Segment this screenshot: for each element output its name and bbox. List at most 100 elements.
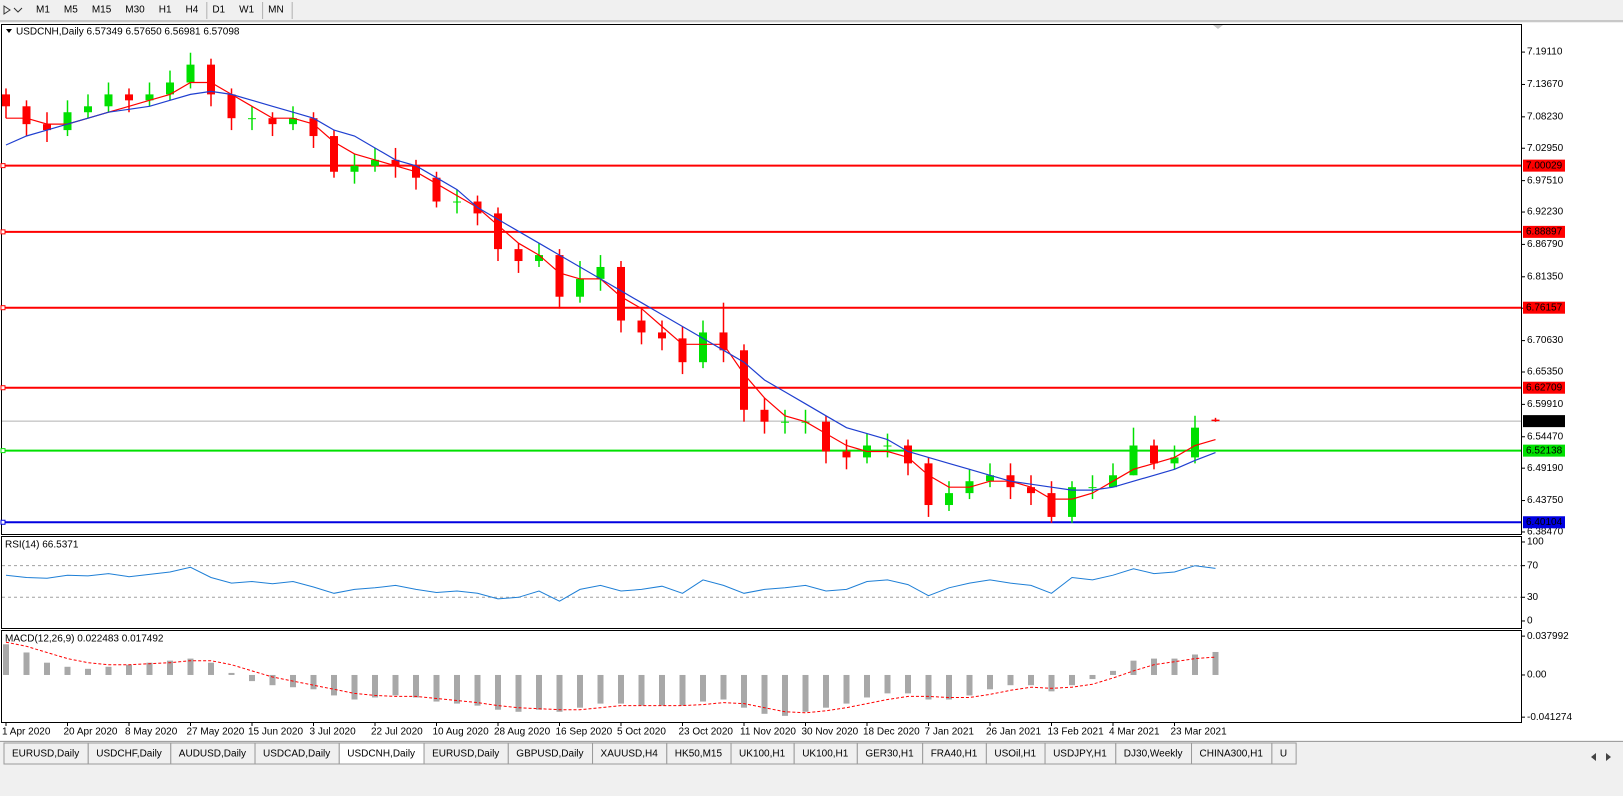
level-label: 7.00029 (1526, 160, 1563, 171)
y-tick-label: 7.02950 (1527, 143, 1564, 154)
candle-body (1047, 493, 1056, 517)
macd-bar (372, 674, 378, 698)
toolbar-icon[interactable] (3, 5, 23, 15)
y-tick-label: 30 (1527, 592, 1539, 603)
macd-bar (433, 674, 440, 702)
macd-bar (64, 666, 71, 675)
candle-body (760, 409, 769, 422)
candle-body (350, 165, 359, 172)
tab-label[interactable]: DJ30,Weekly (1124, 749, 1183, 760)
timeframe-button[interactable]: MN (268, 5, 284, 16)
tab-label[interactable]: UK100,H1 (802, 749, 849, 760)
x-tick-label: 18 Dec 2020 (863, 727, 920, 738)
candle-body (945, 493, 953, 506)
tab-label[interactable]: USDCAD,Daily (263, 749, 330, 760)
macd-bar (167, 660, 173, 675)
tab-label[interactable]: USDCHF,Daily (96, 749, 162, 760)
level-label-box (1523, 381, 1565, 394)
candle-body (1027, 487, 1035, 494)
macd-bar (987, 674, 993, 690)
x-tick-label: 3 Jul 2020 (310, 727, 357, 738)
tab-label[interactable]: U (1280, 749, 1287, 760)
level-label: 6.40104 (1526, 517, 1563, 528)
tab-label[interactable]: CHINA300,H1 (1200, 749, 1264, 760)
candle-body (822, 421, 830, 452)
tab-label[interactable]: USOil,H1 (994, 749, 1036, 760)
candle-body (330, 136, 338, 172)
level-handle[interactable] (0, 229, 6, 235)
macd-bar (741, 674, 747, 708)
macd-bar (1089, 674, 1096, 680)
timeframe-button[interactable]: M30 (125, 5, 145, 16)
tab[interactable] (1271, 742, 1297, 765)
candle-body (268, 118, 277, 125)
tab-scroll[interactable] (1591, 753, 1611, 761)
y-tick-label: 6.59910 (1527, 399, 1564, 410)
tab-label[interactable]: AUDUSD,Daily (179, 749, 246, 760)
macd-bar (1151, 658, 1157, 675)
candle-body (576, 278, 584, 297)
macd-bar (1130, 660, 1137, 675)
timeframe-button[interactable]: M5 (64, 5, 78, 16)
y-tick-label: 6.97510 (1527, 175, 1564, 186)
level-handle[interactable] (0, 305, 6, 311)
macd-bar (843, 674, 850, 704)
tab-label[interactable]: EURUSD,Daily (12, 749, 79, 760)
level-handle[interactable] (0, 163, 6, 169)
level-handle[interactable] (0, 519, 6, 525)
x-tick-label: 20 Apr 2020 (64, 727, 118, 738)
macd-bar (1028, 674, 1034, 686)
macd-bar (351, 674, 358, 700)
level-handle[interactable] (0, 385, 6, 391)
tab-label[interactable]: HK50,M15 (675, 749, 723, 760)
chart-title: USDCNH,Daily 6.57349 6.57650 6.56981 6.5… (16, 27, 240, 38)
candle-body (1150, 445, 1158, 464)
macd-bar (413, 674, 419, 698)
candle-body (494, 213, 502, 250)
macd-bar (269, 674, 276, 686)
candle-body (1068, 487, 1076, 517)
macd-bar (1110, 670, 1116, 675)
candle-body (371, 159, 379, 166)
x-tick-label: 16 Sep 2020 (556, 727, 613, 738)
timeframe-button[interactable]: M15 (92, 5, 112, 16)
x-tick-label: 1 Apr 2020 (2, 727, 51, 738)
level-handle[interactable] (0, 448, 6, 454)
tab-label[interactable]: USDCNH,Daily (347, 749, 415, 760)
candle-body (84, 106, 92, 113)
timeframe-button[interactable]: H4 (186, 5, 199, 16)
tab-label[interactable]: XAUUSD,H4 (601, 749, 659, 760)
macd-bar (187, 658, 194, 675)
candle-body (678, 338, 687, 363)
y-tick-label: 7.13670 (1527, 79, 1564, 90)
candle-body (166, 82, 174, 95)
tab-label[interactable]: USDJPY,H1 (1053, 749, 1107, 760)
macd-bar (126, 664, 132, 675)
candle-body (145, 94, 154, 101)
candle-body (227, 94, 236, 119)
timeframe-button[interactable]: M1 (36, 5, 50, 16)
tab-label[interactable]: FRA40,H1 (931, 749, 978, 760)
panel-title: RSI(14) 66.5371 (5, 540, 79, 551)
timeframe-button[interactable]: D1 (212, 5, 225, 16)
macd-bar (925, 674, 932, 700)
y-tick-label: 7.08230 (1527, 111, 1564, 122)
macd-bar (782, 674, 788, 716)
x-tick-label: 10 Aug 2020 (433, 727, 490, 738)
tab-label[interactable]: EURUSD,Daily (432, 749, 499, 760)
macd-bar (228, 672, 235, 675)
candle-body (1088, 487, 1097, 489)
tab-label[interactable]: GER30,H1 (865, 749, 914, 760)
candle-body (1211, 419, 1220, 422)
tab-label[interactable]: GBPUSD,Daily (516, 749, 583, 760)
macd-bar (1048, 674, 1055, 692)
level-label: 6.52138 (1526, 445, 1563, 456)
y-tick-label: 6.43750 (1527, 495, 1564, 506)
timeframe-button[interactable]: H1 (159, 5, 172, 16)
timeframe-button[interactable]: W1 (239, 5, 254, 16)
macd-bar (618, 674, 624, 704)
candle-body (207, 64, 215, 95)
tab-label[interactable]: UK100,H1 (739, 749, 786, 760)
